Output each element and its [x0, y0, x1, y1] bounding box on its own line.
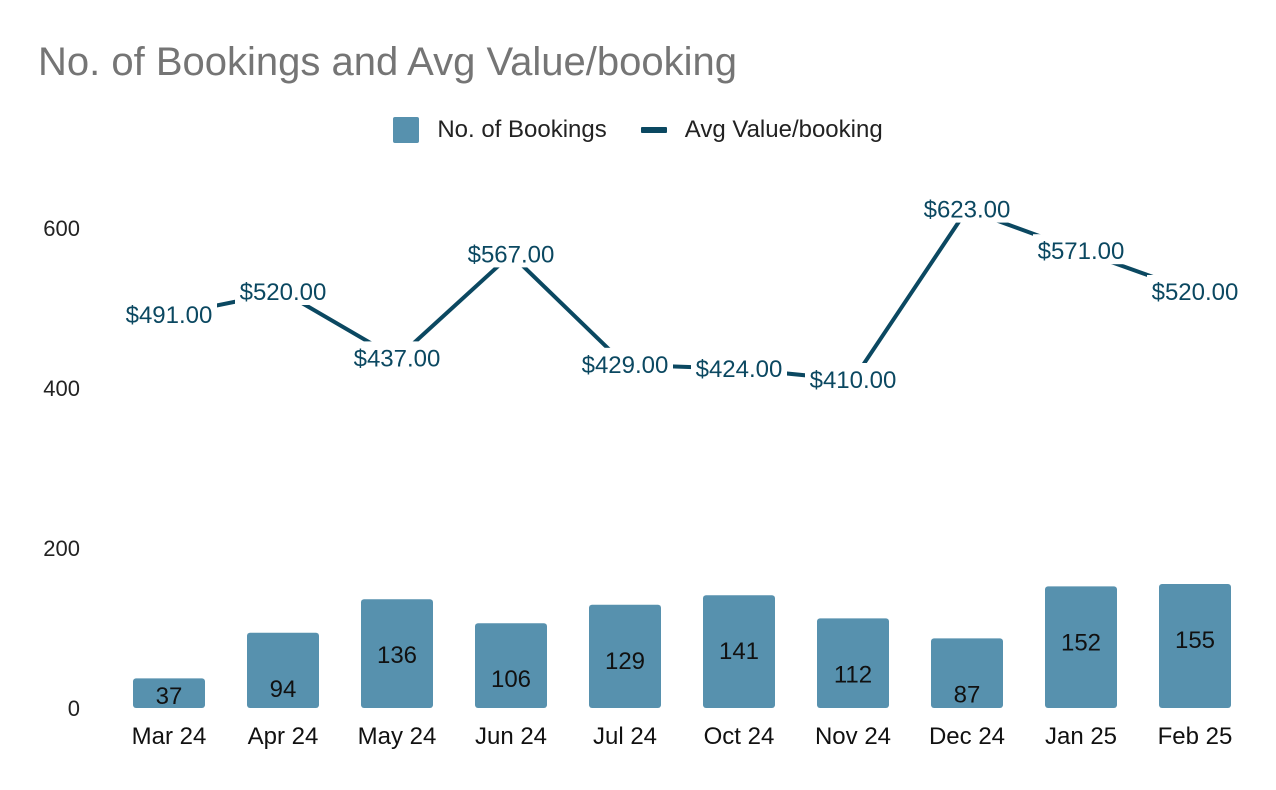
line-data-label: $410.00 — [810, 367, 897, 394]
line-segment — [851, 207, 969, 382]
bar-data-label: 152 — [1061, 629, 1101, 656]
bar — [133, 678, 205, 708]
x-tick-label: Dec 24 — [929, 723, 1005, 750]
bar-data-label: 129 — [605, 648, 645, 675]
y-tick-label: 600 — [43, 216, 80, 241]
legend-label-bookings: No. of Bookings — [437, 116, 607, 143]
line-data-label: $437.00 — [354, 345, 441, 372]
x-tick-label: Apr 24 — [248, 723, 319, 750]
line-data-label: $491.00 — [126, 302, 213, 329]
line-label-background — [919, 192, 1015, 223]
x-tick-label: Jun 24 — [475, 723, 547, 750]
bar-data-label: 155 — [1175, 627, 1215, 654]
x-tick-label: Oct 24 — [704, 723, 775, 750]
chart-legend: No. of Bookings Avg Value/booking — [0, 116, 1276, 144]
y-tick-label: 400 — [43, 376, 80, 401]
bar — [589, 604, 661, 708]
x-tick-label: Jul 24 — [593, 723, 657, 750]
bar — [1159, 584, 1231, 708]
y-tick-label: 0 — [68, 696, 80, 721]
bar-data-label: 136 — [377, 642, 417, 669]
legend-swatch-bookings — [393, 117, 420, 143]
bar — [1045, 586, 1117, 708]
x-tick-label: Nov 24 — [815, 723, 891, 750]
bar — [361, 599, 433, 708]
chart-title: No. of Bookings and Avg Value/booking — [38, 40, 738, 84]
bar — [703, 595, 775, 708]
line-data-label: $520.00 — [240, 279, 327, 306]
legend-item-bookings[interactable]: No. of Bookings — [393, 116, 607, 144]
bar — [475, 623, 547, 708]
bar-data-label: 141 — [719, 638, 759, 665]
line-label-background — [691, 351, 787, 382]
line-segment — [395, 252, 513, 361]
line-label-background — [235, 275, 331, 305]
legend-swatch-avg-value — [640, 127, 667, 133]
line-label-background — [1033, 234, 1129, 265]
line-label-background — [121, 298, 217, 329]
bar — [817, 618, 889, 708]
bar-data-label: 37 — [156, 683, 183, 710]
line-segment — [509, 252, 627, 367]
x-tick-label: Jan 25 — [1045, 723, 1117, 750]
line-data-label: $567.00 — [468, 241, 555, 268]
x-tick-label: May 24 — [358, 723, 437, 750]
bar-data-label: 94 — [270, 676, 297, 703]
legend-label-avg-value: Avg Value/booking — [684, 116, 883, 143]
line-data-label: $429.00 — [582, 352, 669, 379]
bar-data-label: 87 — [954, 681, 981, 708]
line-data-label: $424.00 — [696, 356, 783, 383]
x-tick-label: Feb 25 — [1158, 723, 1233, 750]
bar — [931, 638, 1003, 708]
line-label-background — [805, 363, 901, 393]
line-data-label: $623.00 — [924, 197, 1011, 224]
x-tick-label: Mar 24 — [132, 723, 207, 750]
line-label-background — [463, 237, 559, 268]
line-data-label: $520.00 — [1152, 279, 1239, 306]
bar-data-label: 112 — [834, 661, 872, 688]
bar-data-label: 106 — [491, 666, 531, 693]
y-tick-label: 200 — [43, 536, 80, 561]
legend-item-avg-value[interactable]: Avg Value/booking — [640, 116, 883, 144]
bar — [247, 632, 319, 708]
line-label-background — [577, 347, 673, 378]
line-label-background — [1147, 275, 1243, 305]
line-label-background — [349, 341, 445, 372]
line-data-label: $571.00 — [1038, 238, 1125, 265]
